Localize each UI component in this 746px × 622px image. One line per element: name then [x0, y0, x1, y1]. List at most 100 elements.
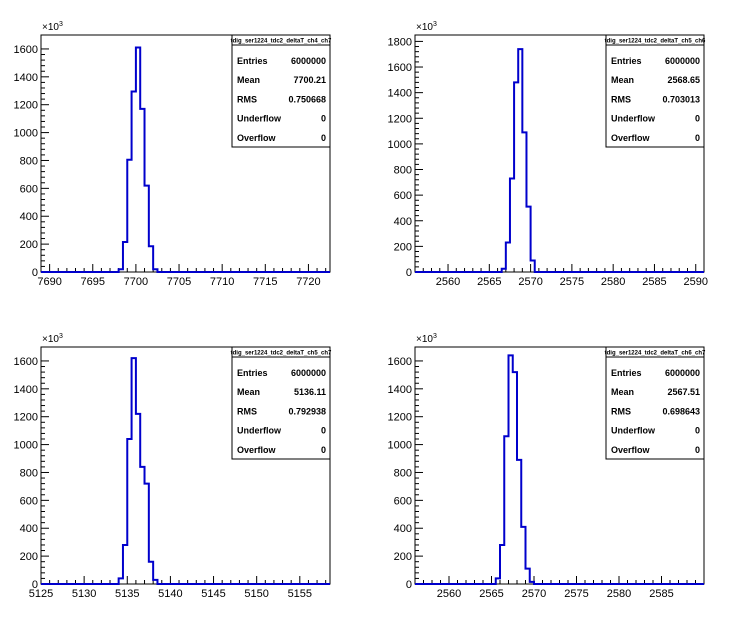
y-tick-label: 200	[394, 241, 412, 253]
stats-value: 0	[321, 445, 326, 455]
y-exponent-base: ×10	[42, 334, 59, 345]
stats-value: 6000000	[665, 56, 700, 66]
y-tick-label: 0	[32, 267, 38, 279]
y-tick-label: 1600	[14, 44, 38, 56]
stats-value: 6000000	[291, 368, 326, 378]
x-tick-label: 7695	[81, 276, 105, 288]
x-tick-label: 5150	[244, 588, 268, 600]
x-tick-label: 5135	[115, 588, 139, 600]
y-tick-label: 400	[20, 211, 38, 223]
y-tick-label: 0	[32, 579, 38, 591]
y-exponent-label: ×103	[42, 333, 63, 345]
y-tick-label: 0	[406, 579, 412, 591]
y-tick-label: 1400	[388, 384, 412, 396]
x-tick-label: 2570	[522, 588, 546, 600]
x-tick-label: 2560	[437, 588, 461, 600]
y-exponent-label: ×103	[42, 21, 63, 33]
y-tick-label: 1200	[388, 113, 412, 125]
y-tick-label: 800	[20, 155, 38, 167]
stats-label: Overflow	[237, 133, 277, 143]
y-tick-label: 1000	[388, 440, 412, 452]
stats-label: Mean	[237, 387, 260, 397]
stats-value: 0	[321, 133, 326, 143]
stats-label: Overflow	[237, 445, 277, 455]
x-tick-label: 5125	[29, 588, 53, 600]
stats-title: tdig_ser1224_tdc2_deltaT_ch6_ch7	[605, 351, 706, 357]
y-exponent-base: ×10	[416, 334, 433, 345]
histogram-panel-3: 0 200 400 600 800 1000 1200 1400 1600 5125 5130 513…	[14, 333, 333, 600]
y-tick-label: 1000	[14, 128, 38, 140]
histogram-outline	[41, 46, 330, 273]
stats-value: 0.750668	[288, 94, 326, 104]
stats-title: tdig_ser1224_tdc2_deltaT_ch4_ch7	[231, 39, 332, 45]
stats-value: 0.792938	[288, 406, 326, 416]
stats-value: 0	[695, 114, 700, 124]
stats-label: RMS	[237, 94, 257, 104]
stats-value: 5136.11	[294, 387, 326, 397]
stats-label: Entries	[611, 368, 642, 378]
x-tick-label: 2570	[518, 276, 542, 288]
stats-value: 0	[321, 426, 326, 436]
stats-box: tdig_ser1224_tdc2_deltaT_ch6_ch7 Entries 6…	[605, 346, 706, 460]
stats-title: tdig_ser1224_tdc2_deltaT_ch5_ch6	[605, 39, 706, 45]
y-tick-label: 1000	[388, 139, 412, 151]
y-tick-label: 0	[406, 267, 412, 279]
y-exponent-power: 3	[433, 333, 437, 340]
stats-label: Underflow	[611, 426, 656, 436]
y-tick-label: 1400	[388, 88, 412, 100]
x-tick-label: 2585	[649, 588, 673, 600]
stats-value: 0	[695, 133, 700, 143]
stats-value: 2568.65	[667, 75, 700, 85]
y-tick-label: 800	[394, 165, 412, 177]
y-tick-label: 1600	[388, 62, 412, 74]
y-exponent-base: ×10	[42, 22, 59, 33]
stats-value: 0	[695, 445, 700, 455]
stats-box-frame	[605, 34, 705, 148]
y-tick-label: 400	[394, 216, 412, 228]
y-tick-label: 1200	[388, 412, 412, 424]
y-tick-label: 600	[20, 495, 38, 507]
histogram-outline	[415, 48, 704, 273]
stats-label: Overflow	[611, 445, 651, 455]
stats-label: Mean	[611, 75, 634, 85]
stats-label: Underflow	[611, 114, 656, 124]
x-tick-label: 2565	[477, 276, 501, 288]
x-tick-label: 7700	[124, 276, 148, 288]
y-tick-label: 200	[394, 551, 412, 563]
stats-label: Entries	[237, 368, 268, 378]
stats-label: RMS	[611, 94, 631, 104]
y-tick-label: 1400	[14, 384, 38, 396]
x-tick-label: 5130	[72, 588, 96, 600]
histogram-outline	[415, 354, 704, 585]
y-tick-label: 1200	[14, 412, 38, 424]
x-tick-label: 2575	[564, 588, 588, 600]
stats-value: 0.698643	[662, 406, 700, 416]
stats-value: 0	[695, 426, 700, 436]
y-tick-label: 1600	[14, 356, 38, 368]
y-tick-label: 400	[20, 523, 38, 535]
x-tick-label: 5155	[288, 588, 312, 600]
histogram-outline	[41, 357, 330, 585]
stats-label: RMS	[237, 406, 257, 416]
y-tick-label: 800	[394, 467, 412, 479]
x-tick-label: 7715	[253, 276, 277, 288]
stats-label: RMS	[611, 406, 631, 416]
y-tick-label: 1800	[388, 36, 412, 48]
x-tick-label: 7705	[167, 276, 191, 288]
x-tick-label: 2565	[479, 588, 503, 600]
x-tick-label: 2580	[601, 276, 625, 288]
x-tick-label: 7720	[296, 276, 320, 288]
y-tick-label: 600	[394, 190, 412, 202]
stats-value: 7700.21	[293, 75, 326, 85]
stats-box: tdig_ser1224_tdc2_deltaT_ch5_ch6 Entries 6…	[605, 34, 706, 148]
y-tick-label: 400	[394, 523, 412, 535]
y-tick-label: 1400	[14, 72, 38, 84]
stats-box-frame	[605, 346, 705, 460]
x-tick-label: 5140	[158, 588, 182, 600]
stats-label: Underflow	[237, 426, 282, 436]
x-tick-label: 7710	[210, 276, 234, 288]
stats-value: 6000000	[291, 56, 326, 66]
stats-value: 0	[321, 114, 326, 124]
histogram-panel-1: 0 200 400 600 800 1000 1200 1400 1600 7690 7695 770…	[14, 21, 333, 288]
